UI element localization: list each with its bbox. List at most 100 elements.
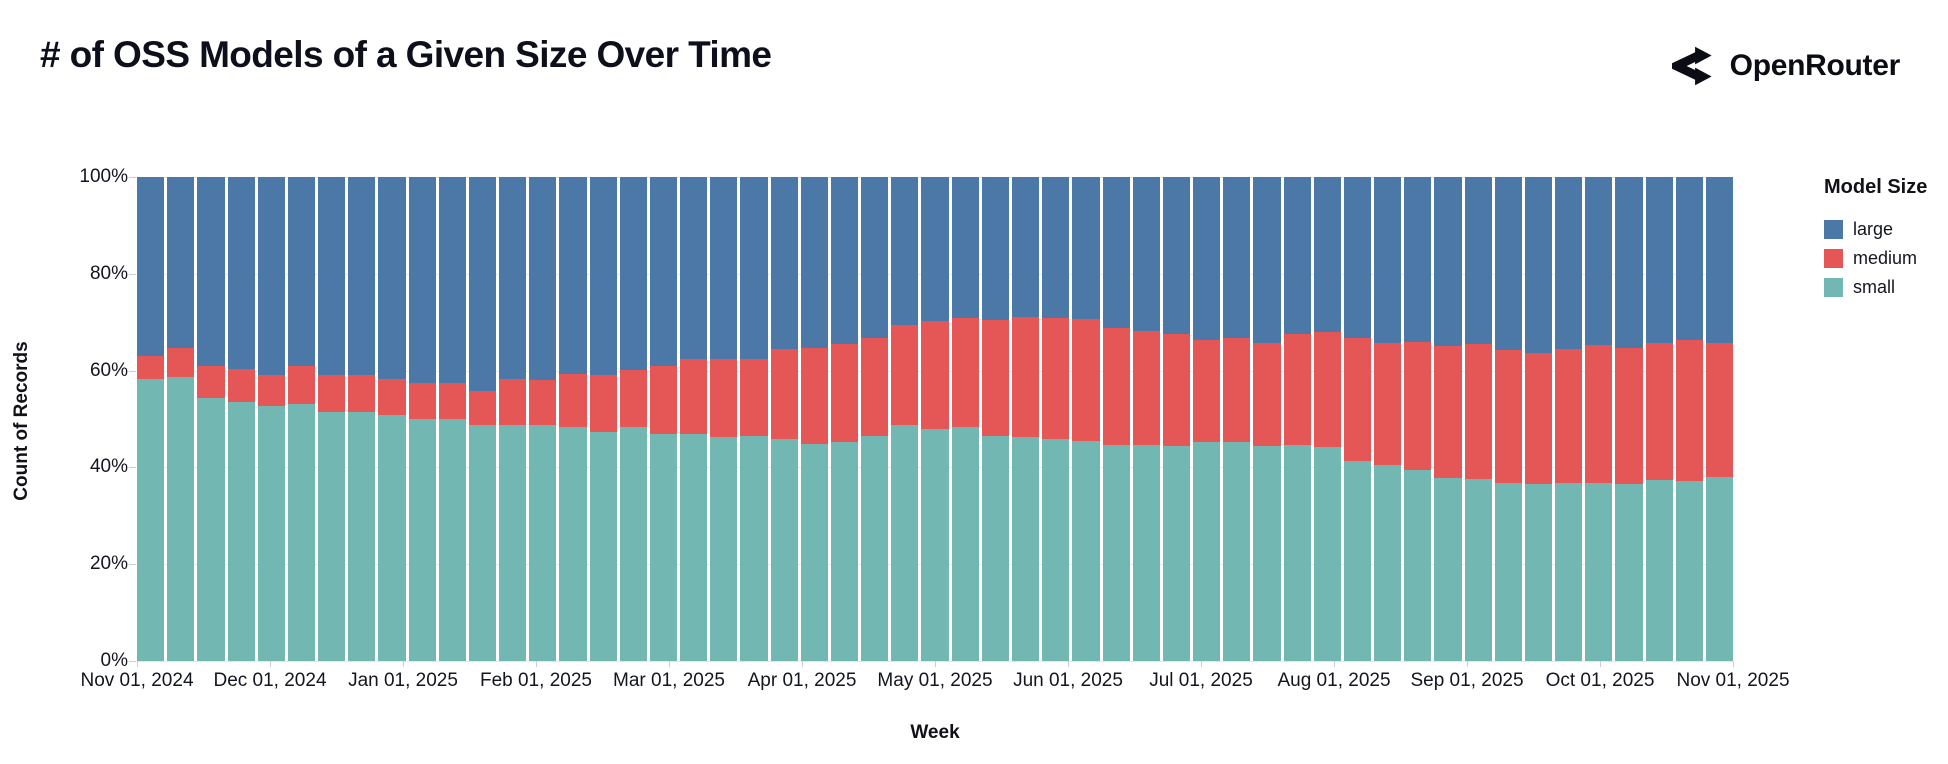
segment-small[interactable] (649, 433, 678, 661)
segment-medium[interactable] (227, 368, 255, 403)
segment-small[interactable] (287, 403, 316, 661)
segment-small[interactable] (1223, 442, 1251, 661)
week-bar-2025-06-01[interactable] (1072, 177, 1100, 661)
segment-large[interactable] (1072, 177, 1100, 320)
week-bar-2025-04-06[interactable] (830, 177, 859, 661)
segment-small[interactable] (1494, 483, 1522, 661)
segment-large[interactable] (1102, 177, 1130, 328)
segment-medium[interactable] (1675, 340, 1703, 482)
week-bar-2024-11-24[interactable] (257, 177, 285, 661)
segment-medium[interactable] (167, 347, 195, 378)
segment-medium[interactable] (137, 356, 165, 379)
segment-large[interactable] (468, 177, 497, 391)
segment-small[interactable] (1102, 445, 1130, 661)
segment-small[interactable] (1555, 483, 1583, 661)
segment-medium[interactable] (951, 318, 979, 428)
week-bar-2025-07-20[interactable] (1283, 177, 1311, 661)
segment-large[interactable] (1675, 177, 1703, 341)
segment-small[interactable] (1253, 445, 1281, 661)
week-bar-2025-03-02[interactable] (680, 177, 708, 661)
segment-medium[interactable] (1464, 344, 1492, 479)
segment-small[interactable] (951, 427, 979, 661)
week-bar-2024-12-29[interactable] (408, 177, 436, 661)
week-bar-2025-03-23[interactable] (770, 177, 798, 661)
segment-small[interactable] (1434, 478, 1462, 661)
segment-large[interactable] (1223, 177, 1251, 338)
week-bar-2025-06-29[interactable] (1193, 177, 1221, 661)
segment-large[interactable] (318, 177, 346, 375)
week-bar-2025-08-31[interactable] (1464, 177, 1492, 661)
segment-small[interactable] (1162, 445, 1191, 661)
segment-medium[interactable] (408, 383, 436, 419)
segment-small[interactable] (348, 411, 376, 661)
week-bar-2024-10-27[interactable] (137, 177, 165, 661)
week-bar-2024-11-03[interactable] (167, 177, 195, 661)
segment-small[interactable] (589, 431, 617, 661)
segment-small[interactable] (137, 378, 165, 661)
week-bar-2025-04-13[interactable] (861, 177, 889, 661)
segment-medium[interactable] (1434, 345, 1462, 479)
week-bar-2025-09-21[interactable] (1555, 177, 1583, 661)
segment-large[interactable] (861, 177, 889, 339)
segment-small[interactable] (1042, 439, 1070, 661)
segment-small[interactable] (770, 439, 798, 661)
segment-large[interactable] (1494, 177, 1522, 351)
week-bar-2025-07-13[interactable] (1253, 177, 1281, 661)
segment-medium[interactable] (318, 374, 346, 412)
segment-small[interactable] (1374, 465, 1402, 661)
segment-small[interactable] (861, 436, 889, 661)
segment-medium[interactable] (589, 375, 617, 432)
week-bar-2025-06-08[interactable] (1102, 177, 1130, 661)
segment-small[interactable] (921, 429, 949, 661)
segment-small[interactable] (559, 427, 587, 661)
segment-small[interactable] (1011, 436, 1040, 661)
week-bar-2025-10-19[interactable] (1675, 177, 1703, 661)
segment-medium[interactable] (559, 373, 587, 428)
segment-large[interactable] (529, 177, 557, 381)
segment-medium[interactable] (1494, 350, 1522, 484)
segment-medium[interactable] (499, 378, 527, 426)
week-bar-2025-07-27[interactable] (1313, 177, 1341, 661)
week-bar-2024-12-15[interactable] (348, 177, 376, 661)
segment-small[interactable] (529, 425, 557, 661)
segment-medium[interactable] (861, 338, 889, 437)
segment-large[interactable] (981, 177, 1009, 321)
segment-large[interactable] (378, 177, 406, 379)
segment-small[interactable] (1524, 483, 1553, 661)
segment-medium[interactable] (197, 365, 225, 399)
segment-large[interactable] (800, 177, 828, 349)
segment-medium[interactable] (468, 390, 497, 426)
segment-large[interactable] (1343, 177, 1372, 338)
segment-medium[interactable] (1374, 342, 1402, 466)
week-bar-2024-12-01[interactable] (287, 177, 316, 661)
segment-small[interactable] (1313, 447, 1341, 661)
segment-medium[interactable] (1585, 345, 1613, 484)
segment-large[interactable] (257, 177, 285, 376)
segment-small[interactable] (1675, 481, 1703, 661)
segment-large[interactable] (348, 177, 376, 375)
segment-large[interactable] (710, 177, 738, 359)
segment-medium[interactable] (1193, 339, 1221, 442)
segment-large[interactable] (1042, 177, 1070, 319)
week-bar-2025-02-02[interactable] (559, 177, 587, 661)
segment-medium[interactable] (680, 358, 708, 435)
segment-small[interactable] (197, 398, 225, 661)
week-bar-2025-08-24[interactable] (1434, 177, 1462, 661)
segment-large[interactable] (951, 177, 979, 319)
segment-medium[interactable] (1645, 343, 1673, 481)
segment-medium[interactable] (1615, 347, 1643, 484)
segment-medium[interactable] (740, 358, 768, 437)
segment-large[interactable] (680, 177, 708, 359)
segment-large[interactable] (227, 177, 255, 369)
week-bar-2025-08-03[interactable] (1343, 177, 1372, 661)
segment-small[interactable] (740, 436, 768, 661)
segment-medium[interactable] (619, 369, 647, 428)
segment-medium[interactable] (1042, 318, 1070, 440)
segment-large[interactable] (589, 177, 617, 376)
segment-medium[interactable] (891, 325, 919, 425)
week-bar-2025-10-05[interactable] (1615, 177, 1643, 661)
segment-medium[interactable] (1343, 337, 1372, 462)
segment-small[interactable] (1404, 470, 1432, 661)
segment-small[interactable] (227, 402, 255, 661)
segment-medium[interactable] (649, 366, 678, 434)
